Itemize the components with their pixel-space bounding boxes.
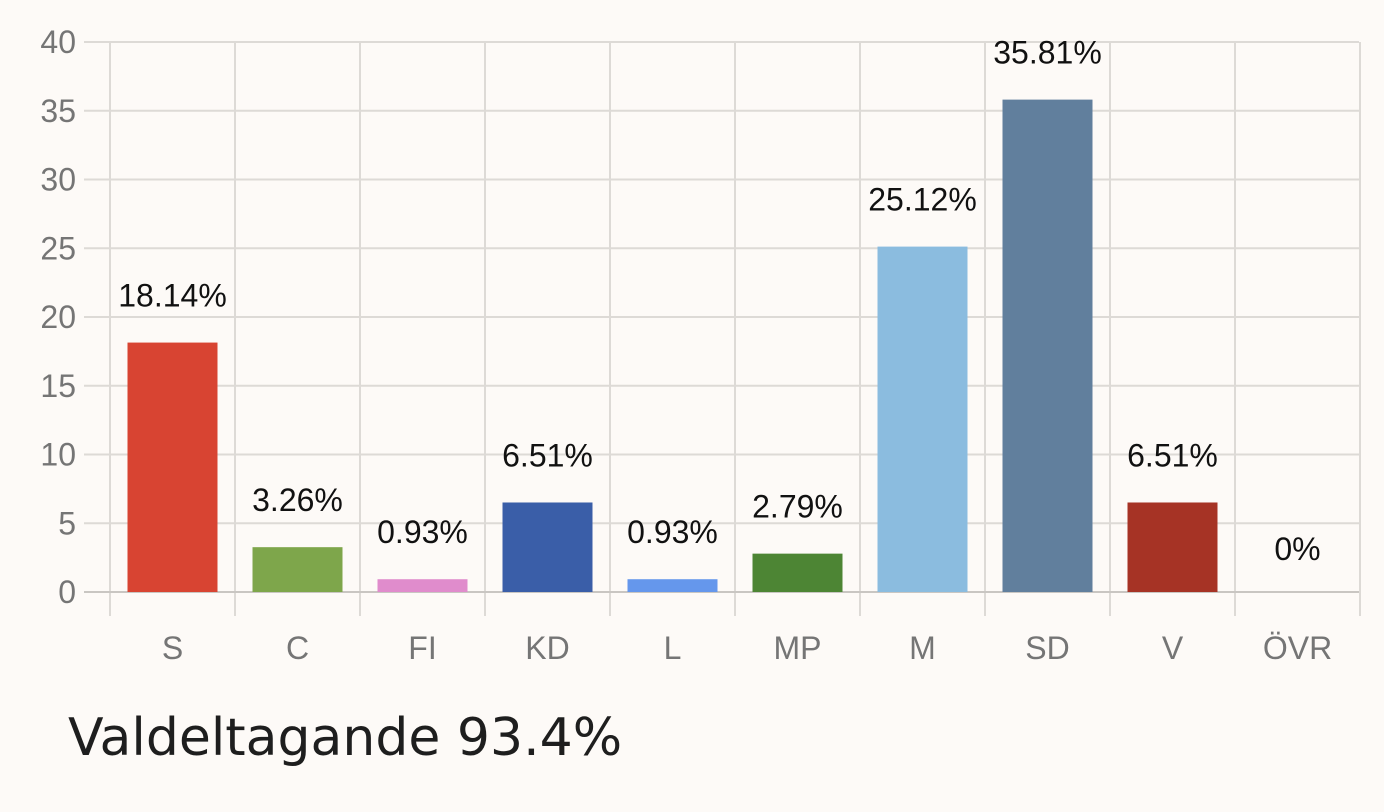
y-tick-label: 30	[40, 162, 76, 198]
category-label-kd: KD	[525, 630, 569, 666]
y-tick-label: 0	[58, 574, 76, 610]
data-label-fi: 0.93%	[377, 514, 468, 550]
data-label-s: 18.14%	[118, 278, 227, 314]
category-label-fi: FI	[408, 630, 436, 666]
y-tick-label: 35	[40, 93, 76, 129]
data-label-sd: 35.81%	[993, 35, 1102, 71]
y-tick-label: 20	[40, 299, 76, 335]
category-label-sd: SD	[1025, 630, 1069, 666]
data-label-kd: 6.51%	[502, 437, 593, 473]
bar-c	[252, 547, 343, 592]
bar-fi	[377, 579, 468, 592]
data-label-övr: 0%	[1274, 531, 1320, 567]
category-label-c: C	[286, 630, 309, 666]
y-tick-label: 5	[58, 505, 76, 541]
bar-sd	[1002, 99, 1093, 593]
data-label-mp: 2.79%	[752, 489, 843, 525]
y-tick-label: 25	[40, 230, 76, 266]
bar-v	[1127, 502, 1218, 592]
bar-l	[627, 579, 718, 592]
bar-kd	[502, 502, 593, 592]
y-tick-label: 10	[40, 437, 76, 473]
bar-mp	[752, 553, 843, 592]
data-label-v: 6.51%	[1127, 437, 1218, 473]
bar-s	[127, 342, 218, 592]
category-label-m: M	[909, 630, 936, 666]
category-label-s: S	[162, 630, 183, 666]
category-label-övr: ÖVR	[1263, 630, 1332, 666]
y-tick-label: 40	[40, 24, 76, 60]
data-label-l: 0.93%	[627, 514, 718, 550]
chart-svg: 0 5 10 15 20 25 30 35 40 18.14% S 3.26% C 0.93% FI 6.51…	[40, 24, 1361, 666]
bar-m	[877, 246, 968, 592]
data-label-m: 25.12%	[868, 182, 977, 218]
category-label-mp: MP	[774, 630, 822, 666]
party-bar-chart: 0 5 10 15 20 25 30 35 40 18.14% S 3.26% C 0.93% FI 6.51…	[40, 24, 1361, 666]
y-tick-label: 15	[40, 368, 76, 404]
category-label-l: L	[664, 630, 682, 666]
turnout-text: Valdeltagande 93.4%	[68, 708, 623, 768]
category-label-v: V	[1162, 630, 1184, 666]
data-label-c: 3.26%	[252, 482, 343, 518]
